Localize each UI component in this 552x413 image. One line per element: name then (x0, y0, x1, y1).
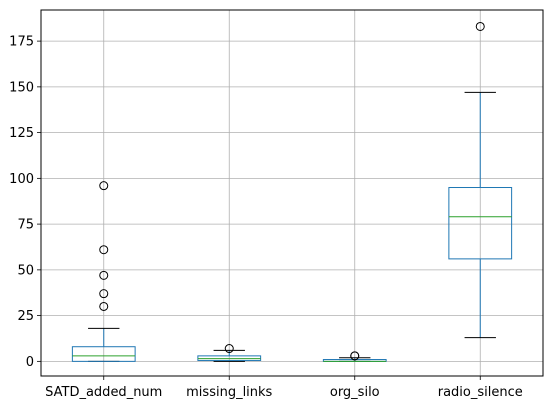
y-tick-label: 50 (17, 263, 34, 278)
outlier-point (99, 289, 109, 299)
iqr-box (71, 346, 136, 362)
y-tick-label: 100 (9, 172, 34, 187)
outlier-point (99, 270, 109, 280)
plot-area-frame (40, 9, 544, 377)
iqr-box (448, 187, 513, 260)
box-org_silo (322, 351, 387, 362)
axes-ticks: 0 25 50 75 100 125 150 175 SATD_added_num missing… (9, 35, 523, 400)
x-tick-label: radio_silence (438, 385, 523, 400)
outlier-point (350, 351, 360, 361)
box-missing_links (197, 344, 262, 362)
outlier-point (99, 301, 109, 311)
outlier-point (99, 181, 109, 191)
y-tick-label: 125 (9, 126, 34, 141)
box-radio_silence (448, 21, 513, 339)
outlier-point (475, 21, 485, 31)
outlier-point (99, 245, 109, 255)
x-tick-label: missing_links (186, 385, 272, 400)
y-tick-label: 75 (17, 218, 34, 233)
x-tick-label: SATD_added_num (45, 385, 162, 400)
box-SATD_added_num (71, 181, 136, 362)
grid-lines (41, 10, 543, 376)
box-series (71, 21, 513, 362)
y-tick-label: 0 (26, 355, 34, 370)
outlier-point (224, 344, 234, 354)
y-tick-label: 150 (9, 80, 34, 95)
y-tick-label: 175 (9, 35, 34, 50)
y-tick-label: 25 (17, 309, 34, 324)
x-tick-label: org_silo (330, 385, 380, 400)
